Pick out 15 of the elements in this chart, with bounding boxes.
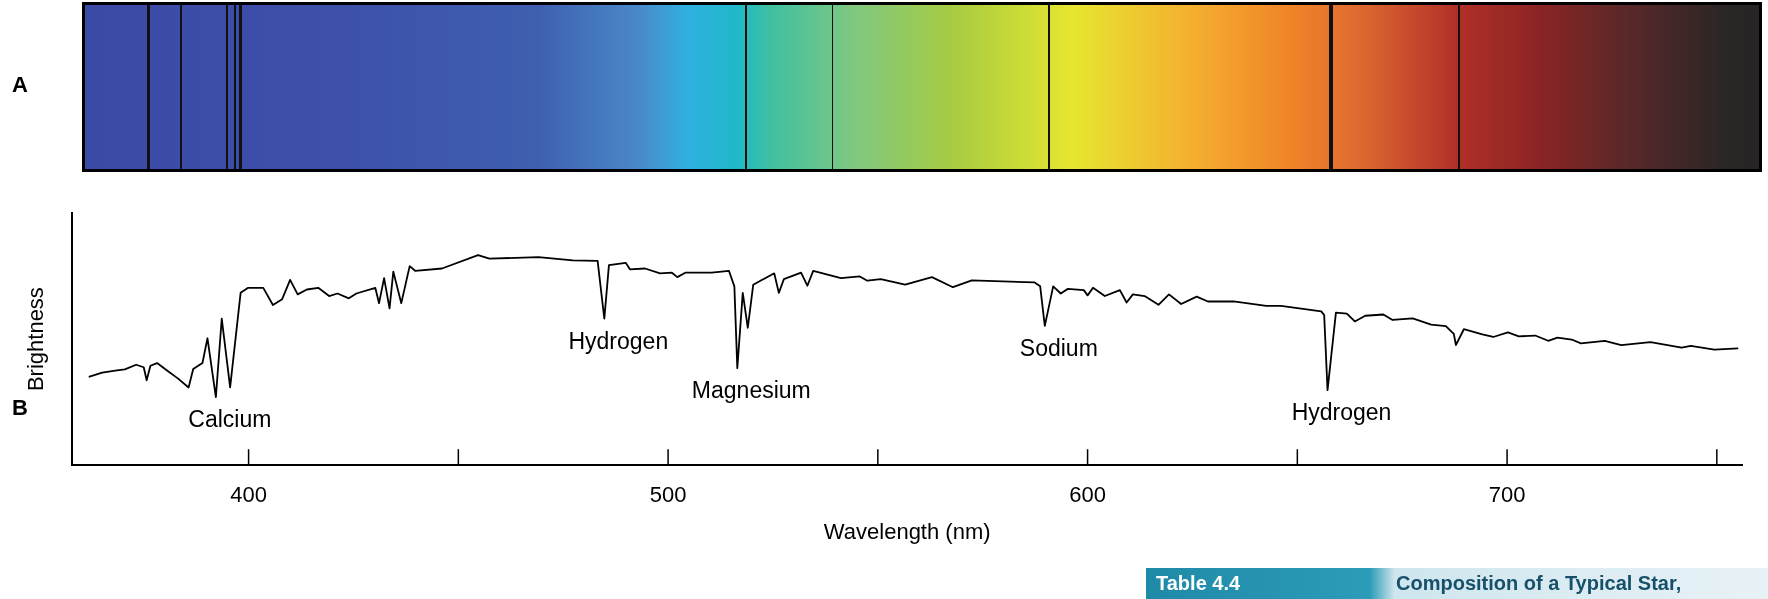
annotation: Magnesium [691,376,811,403]
annotation: Hydrogen [568,327,669,354]
text: B [12,395,28,421]
annotation: Calcium [188,405,272,432]
x-axis-title: Wavelength (nm) [823,518,991,544]
annotation: Hydrogen [1291,399,1392,426]
annotation: Sodium [1019,334,1098,361]
y-axis-title: Brightness [23,287,49,392]
caption: Table 4.4 [1155,571,1242,596]
x-tick-label: 600 [1069,482,1106,508]
x-tick-label: 500 [649,482,687,508]
text: Composition of a Typical Star, [1396,571,1682,596]
text: A [12,72,28,98]
x-tick-label: 700 [1488,482,1526,508]
x-tick-label: 400 [230,482,267,508]
